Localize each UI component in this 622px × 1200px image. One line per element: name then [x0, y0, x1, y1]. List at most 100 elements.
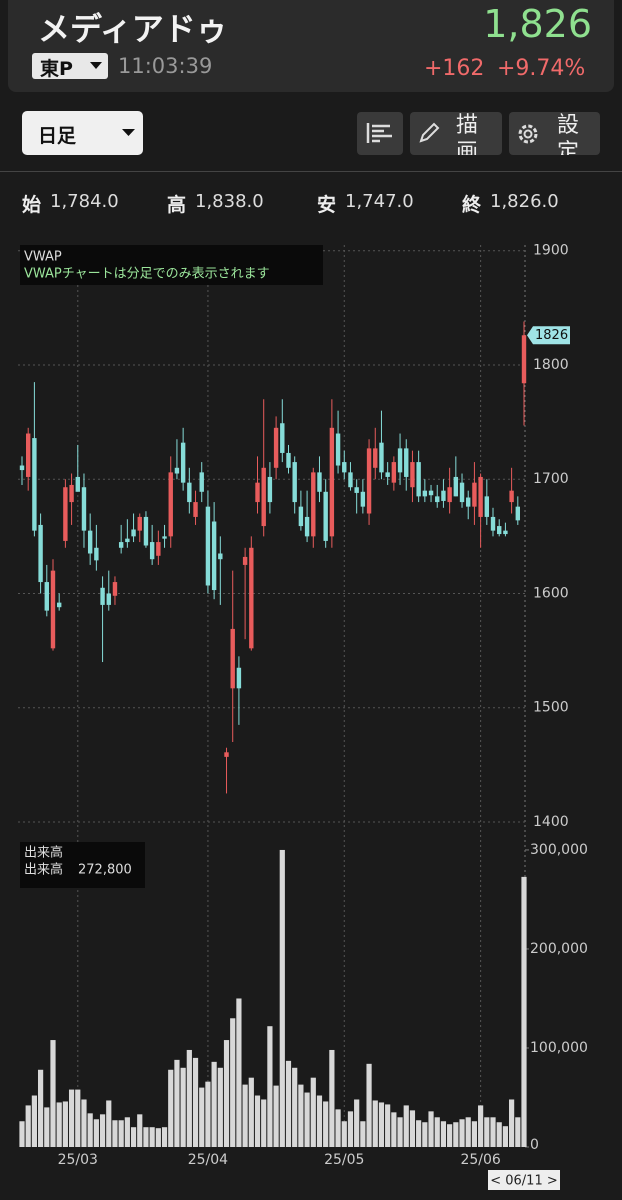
volume-bar: [236, 998, 242, 1147]
price: 1,826: [483, 2, 592, 46]
candle-body: [490, 516, 496, 531]
summary-value: 1,747.0: [345, 191, 414, 212]
candle-body: [149, 542, 155, 560]
candle-body: [466, 497, 471, 507]
volume-bar: [211, 1061, 217, 1147]
candle-body: [218, 553, 223, 560]
candle-body: [447, 487, 452, 503]
candle-body: [503, 530, 508, 535]
volume-bar: [347, 1111, 354, 1147]
settings-label: 設定: [557, 113, 580, 155]
volume-bar: [31, 1095, 37, 1147]
candle-body: [187, 482, 192, 503]
volume-bar: [490, 1117, 496, 1147]
volume-bar: [496, 1122, 502, 1147]
volume-bar: [298, 1084, 304, 1147]
candle-body: [292, 462, 297, 503]
volume-bar: [118, 1120, 124, 1147]
volume-bar: [180, 1067, 186, 1147]
candle-body: [360, 491, 366, 507]
x-tick-label: 25/03: [58, 1152, 98, 1168]
candle-body: [416, 462, 421, 497]
volume-bar: [465, 1117, 471, 1147]
volume-bar: [273, 1085, 279, 1147]
candle-body: [280, 423, 285, 453]
volume-bar: [341, 1121, 347, 1147]
summary-value: 1,826.0: [490, 191, 559, 212]
candle-body: [156, 542, 161, 556]
candle-body: [112, 582, 118, 596]
volume-bar: [168, 1069, 174, 1147]
market: 東P: [40, 58, 73, 80]
vwap-note: VWAPチャートは分足でのみ表示されます: [24, 267, 270, 282]
candle-body: [56, 602, 62, 608]
summary-value: 1,784.0: [50, 191, 119, 212]
candle-body: [69, 484, 74, 503]
volume-bar: [360, 1121, 366, 1147]
volume-tick-label: 300,000: [530, 842, 588, 858]
change-pct: +9.74%: [497, 56, 586, 81]
candle-body: [273, 427, 279, 468]
volume-bar: [509, 1099, 515, 1147]
volume-bar: [459, 1119, 465, 1147]
candle-body: [304, 516, 310, 537]
candle-body: [100, 587, 105, 605]
volume-bar: [434, 1117, 440, 1147]
period-select[interactable]: [22, 111, 143, 155]
volume-bar: [199, 1087, 205, 1147]
volume-bar: [403, 1105, 409, 1147]
candle-body: [230, 628, 235, 689]
volume-bar: [267, 1026, 273, 1147]
last-price-label: 1826: [535, 328, 568, 343]
candle-body: [515, 506, 521, 521]
volume-bar: [155, 1128, 161, 1147]
volume-bar: [409, 1110, 416, 1147]
candle-body: [236, 667, 242, 689]
candle-body: [106, 593, 111, 605]
candle-body: [87, 530, 93, 554]
volume-series-name: 出来高: [24, 862, 63, 878]
volume-bar: [130, 1127, 137, 1147]
y-tick-label: 1500: [533, 700, 569, 716]
period: 日足: [38, 125, 77, 147]
candle-body: [459, 482, 465, 503]
candle-body: [131, 529, 136, 537]
volume-bar: [292, 1067, 298, 1147]
candle-body: [329, 427, 335, 537]
volume-bar: [112, 1120, 118, 1147]
x-tick-label: 25/04: [188, 1152, 228, 1168]
y-tick-label: 1700: [533, 471, 569, 487]
candle-body: [354, 487, 359, 493]
candle-body: [521, 335, 527, 384]
stock-name: メディアドゥ: [38, 10, 228, 48]
candle-body: [25, 433, 31, 477]
candle-body: [497, 526, 502, 535]
volume-bar: [223, 1040, 230, 1147]
candle-body: [44, 582, 49, 611]
volume-bar: [453, 1122, 459, 1147]
volume-bar: [261, 1099, 267, 1147]
candle-body: [397, 448, 403, 473]
volume-bar: [93, 1119, 99, 1147]
volume-bar: [68, 1089, 75, 1147]
volume-bar: [310, 1077, 316, 1147]
y-tick-label: 1600: [533, 585, 569, 601]
volume-bar: [248, 1077, 254, 1147]
volume-bar: [192, 1057, 199, 1147]
volume-bar: [143, 1127, 149, 1147]
date-nav[interactable]: [488, 1170, 560, 1190]
candle-body: [137, 516, 142, 531]
volume-bar: [50, 1040, 56, 1147]
candle-body: [311, 472, 316, 537]
candle-body: [174, 467, 180, 474]
candle-body: [366, 448, 372, 514]
volume-bar: [149, 1127, 155, 1147]
indicator-button[interactable]: [357, 112, 403, 155]
volume-bar: [428, 1111, 434, 1147]
volume-bar: [366, 1063, 372, 1147]
candle-body: [298, 506, 304, 527]
candle-body: [478, 476, 483, 517]
candle-body: [391, 462, 397, 483]
y-tick-label: 1400: [533, 814, 569, 830]
